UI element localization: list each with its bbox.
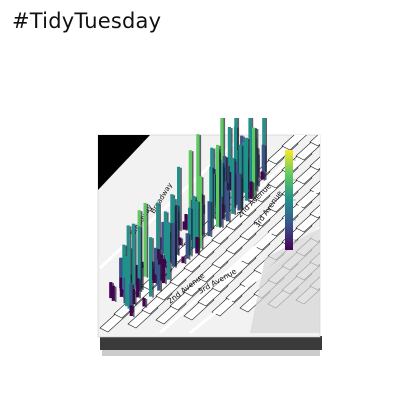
bar: [156, 202, 161, 263]
bar: [207, 201, 213, 238]
bar: [136, 278, 141, 299]
base-shadow: [102, 350, 320, 356]
street-block: [309, 156, 320, 171]
base-slab: [100, 336, 322, 350]
bar: [252, 127, 257, 198]
bar: [200, 194, 206, 214]
hashtag-title: #TidyTuesday: [12, 9, 162, 33]
bar: [152, 273, 158, 284]
bar: [195, 236, 201, 255]
bar: [188, 207, 193, 257]
bar: [231, 157, 236, 215]
bar: [149, 237, 154, 298]
bar: [260, 171, 266, 181]
bar: [181, 256, 187, 265]
bar: [127, 247, 133, 310]
bar: [185, 233, 191, 260]
bar: [131, 223, 137, 290]
street-block: [324, 204, 335, 228]
bar: [111, 285, 117, 302]
bar: [220, 118, 226, 189]
street-block: [324, 228, 335, 252]
bar: [182, 221, 188, 231]
bar: [261, 144, 267, 180]
legend-colorbar: [285, 150, 293, 250]
bar: [237, 173, 243, 212]
right-shading: [250, 228, 320, 333]
bar: [166, 222, 172, 281]
bar: [200, 203, 206, 237]
bar: [209, 166, 215, 230]
street-block: [324, 252, 335, 276]
bar: [129, 305, 135, 317]
bar: [244, 137, 250, 202]
bar-cluster: [109, 118, 267, 317]
bar: [137, 226, 143, 292]
bar: [162, 264, 167, 285]
bar: [162, 258, 168, 268]
map-scene: Broadway Broadway 2nd Avenue 2nd Avenue …: [97, 118, 335, 356]
bar: [195, 200, 201, 252]
bar: [171, 222, 177, 268]
street-block: [281, 135, 307, 151]
bar: [216, 144, 221, 228]
street-block: [324, 180, 335, 204]
bar: [225, 190, 231, 223]
bar: [143, 202, 149, 278]
bar: [249, 181, 255, 200]
bar: [262, 118, 267, 173]
bar: [142, 298, 148, 308]
bar: [188, 150, 194, 222]
bar: [177, 166, 182, 232]
bar: [178, 237, 184, 247]
bar: [129, 283, 135, 313]
legend-ticks: [293, 159, 296, 241]
map-3d-render: Broadway Broadway 2nd Avenue 2nd Avenue …: [90, 118, 335, 363]
bar: [219, 162, 225, 216]
street-block: [324, 156, 335, 180]
street-block: [309, 135, 320, 147]
bar: [198, 176, 204, 250]
street-block: [309, 204, 320, 219]
water-area: [98, 135, 150, 190]
bar: [157, 264, 162, 292]
street-block: [324, 132, 335, 156]
